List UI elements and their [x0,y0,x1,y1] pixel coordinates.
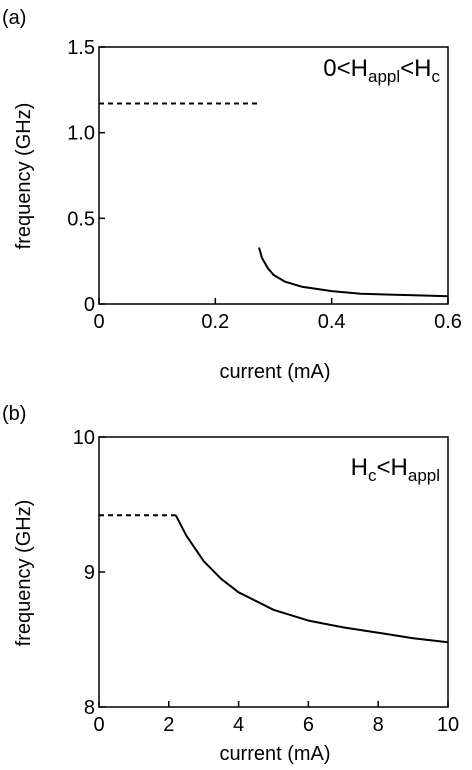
x-tick-label-a-3: 0.6 [434,311,462,333]
series-line-a-solid [258,247,449,298]
y-axis-label-a: frequency (GHz) [13,103,35,250]
x-tick-label-b-0: 0 [93,714,104,736]
annotation-b: Hc<Happl [351,454,440,485]
y-tick-label-a-1: 0.5 [67,208,95,230]
y-axis-label-b: frequency (GHz) [13,500,35,647]
x-tick-label-a-1: 0.2 [201,311,229,333]
plot-frame-b [98,436,449,708]
panel-b: (b) frequency (GHz) current (mA) Hc<Happ… [2,403,459,765]
x-tick-label-a-0: 0 [93,311,104,333]
annotation-a: 0<Happl<Hc [323,55,440,86]
x-tick-label-b-1: 2 [163,714,174,736]
plot-frame-a [98,46,449,305]
y-tick-label-b-0: 8 [84,697,95,719]
x-tick-label-b-2: 4 [233,714,244,736]
y-tick-label-a-3: 1.5 [67,37,95,59]
x-axis-label-a: current (mA) [219,361,330,383]
panel-label-a: (a) [2,7,26,29]
y-tick-label-b-1: 9 [84,562,95,584]
panel-a: (a) frequency (GHz) current (mA) 0<Happl… [2,7,462,383]
x-tick-label-b-3: 6 [303,714,314,736]
y-tick-label-b-2: 10 [73,427,95,449]
x-axis-label-b: current (mA) [219,743,330,765]
y-tick-label-a-0: 0 [84,294,95,316]
x-tick-label-b-5: 10 [437,714,459,736]
x-tick-label-a-2: 0.4 [318,311,346,333]
y-tick-label-a-2: 1.0 [67,123,95,145]
series-line-b-solid [174,514,449,644]
panel-label-b: (b) [2,403,26,425]
x-tick-label-b-4: 8 [373,714,384,736]
